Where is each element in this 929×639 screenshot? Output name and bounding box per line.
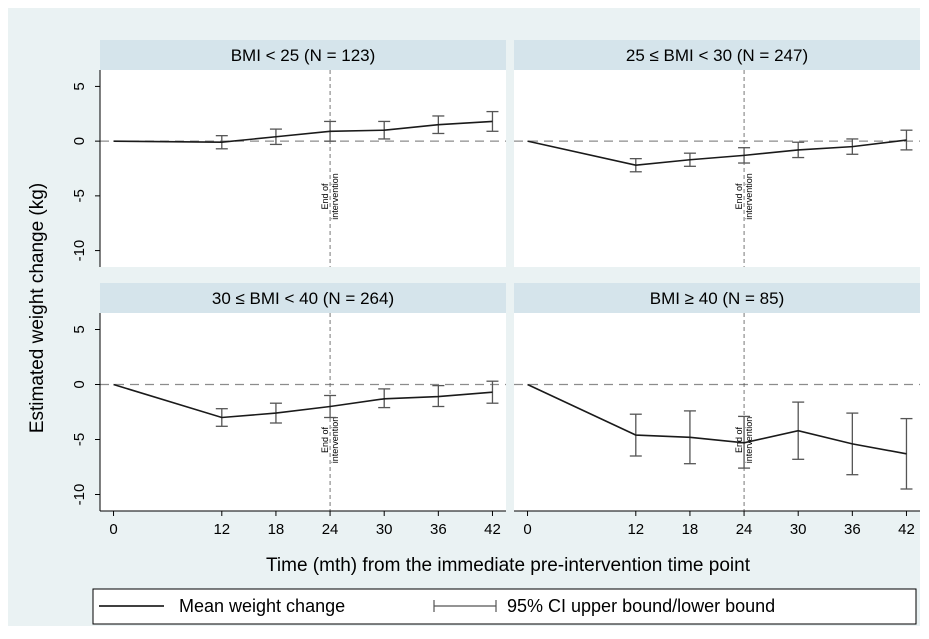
annotation-intervention: intervention [744,417,754,464]
plot-area [100,70,506,267]
legend-line-label: Mean weight change [179,596,345,616]
x-tick-label: 0 [523,521,531,538]
y-tick-label: 0 [71,380,88,388]
x-tick-label: 42 [484,521,501,538]
legend-box [92,588,917,625]
panel-header [514,40,920,70]
annotation-end-of: End of [734,426,744,453]
y-tick-label: -10 [71,484,88,506]
annotation-intervention: intervention [744,173,754,220]
x-axis-title: Time (mth) from the immediate pre-interv… [266,555,751,576]
x-tick-label: 42 [898,521,915,538]
annotation-intervention: intervention [330,173,340,220]
plot-area [514,70,920,267]
axes-layer: 5 0 -5 -10 5 0 -5 -10 0 12 18 24 30 36 42 0 12 18 24 30 36 42 [71,70,920,538]
legend: Mean weight change 95% CI upper bound/lo… [92,588,917,625]
x-tick-label: 18 [268,521,285,538]
annotation-end-of: End of [734,183,744,210]
mean-line [113,383,493,419]
panel-title: 30 ≤ BMI < 40 (N = 264) [212,289,394,308]
legend-ci-label: 95% CI upper bound/lower bound [507,596,775,616]
panel-header [100,40,506,70]
legend-ci-swatch [433,600,497,612]
annotation-end-of: End of [320,183,330,210]
mean-line [113,120,493,144]
mean-line [527,383,907,455]
x-tick-label: 30 [790,521,807,538]
x-tick-label: 24 [322,521,339,538]
y-tick-label: 5 [71,82,88,90]
plot-area [514,313,920,511]
panel-title: BMI ≥ 40 (N = 85) [650,289,785,308]
y-tick-label: 0 [71,137,88,145]
mean-line [527,139,907,167]
y-axis-title: Estimated weight change (kg) [27,183,48,433]
plot-area [100,313,506,511]
y-tick-label: 5 [71,325,88,333]
y-tick-label: -5 [71,433,88,446]
panel-4: BMI ≥ 40 (N = 85) End of intervention [514,283,920,511]
annotation-intervention: intervention [330,417,340,464]
x-tick-label: 0 [109,521,117,538]
panel-header [514,283,920,313]
panel-3: 30 ≤ BMI < 40 (N = 264) End of interventio… [100,283,506,511]
y-tick-label: -5 [71,189,88,202]
x-tick-label: 12 [627,521,644,538]
x-tick-label: 36 [430,521,447,538]
panel-title: 25 ≤ BMI < 30 (N = 247) [626,46,808,65]
x-tick-label: 12 [213,521,230,538]
panel-header [100,283,506,313]
panel-title: BMI < 25 (N = 123) [231,46,376,65]
ci-bar [900,129,913,151]
y-tick-label: -10 [71,240,88,262]
panel-1: BMI < 25 (N = 123) End of intervention [100,40,506,267]
annotation-end-of: End of [320,426,330,453]
x-tick-label: 36 [844,521,861,538]
x-tick-label: 18 [682,521,699,538]
x-tick-label: 30 [376,521,393,538]
panel-2: 25 ≤ BMI < 30 (N = 247) End of interventio… [514,40,920,267]
x-tick-label: 24 [736,521,753,538]
